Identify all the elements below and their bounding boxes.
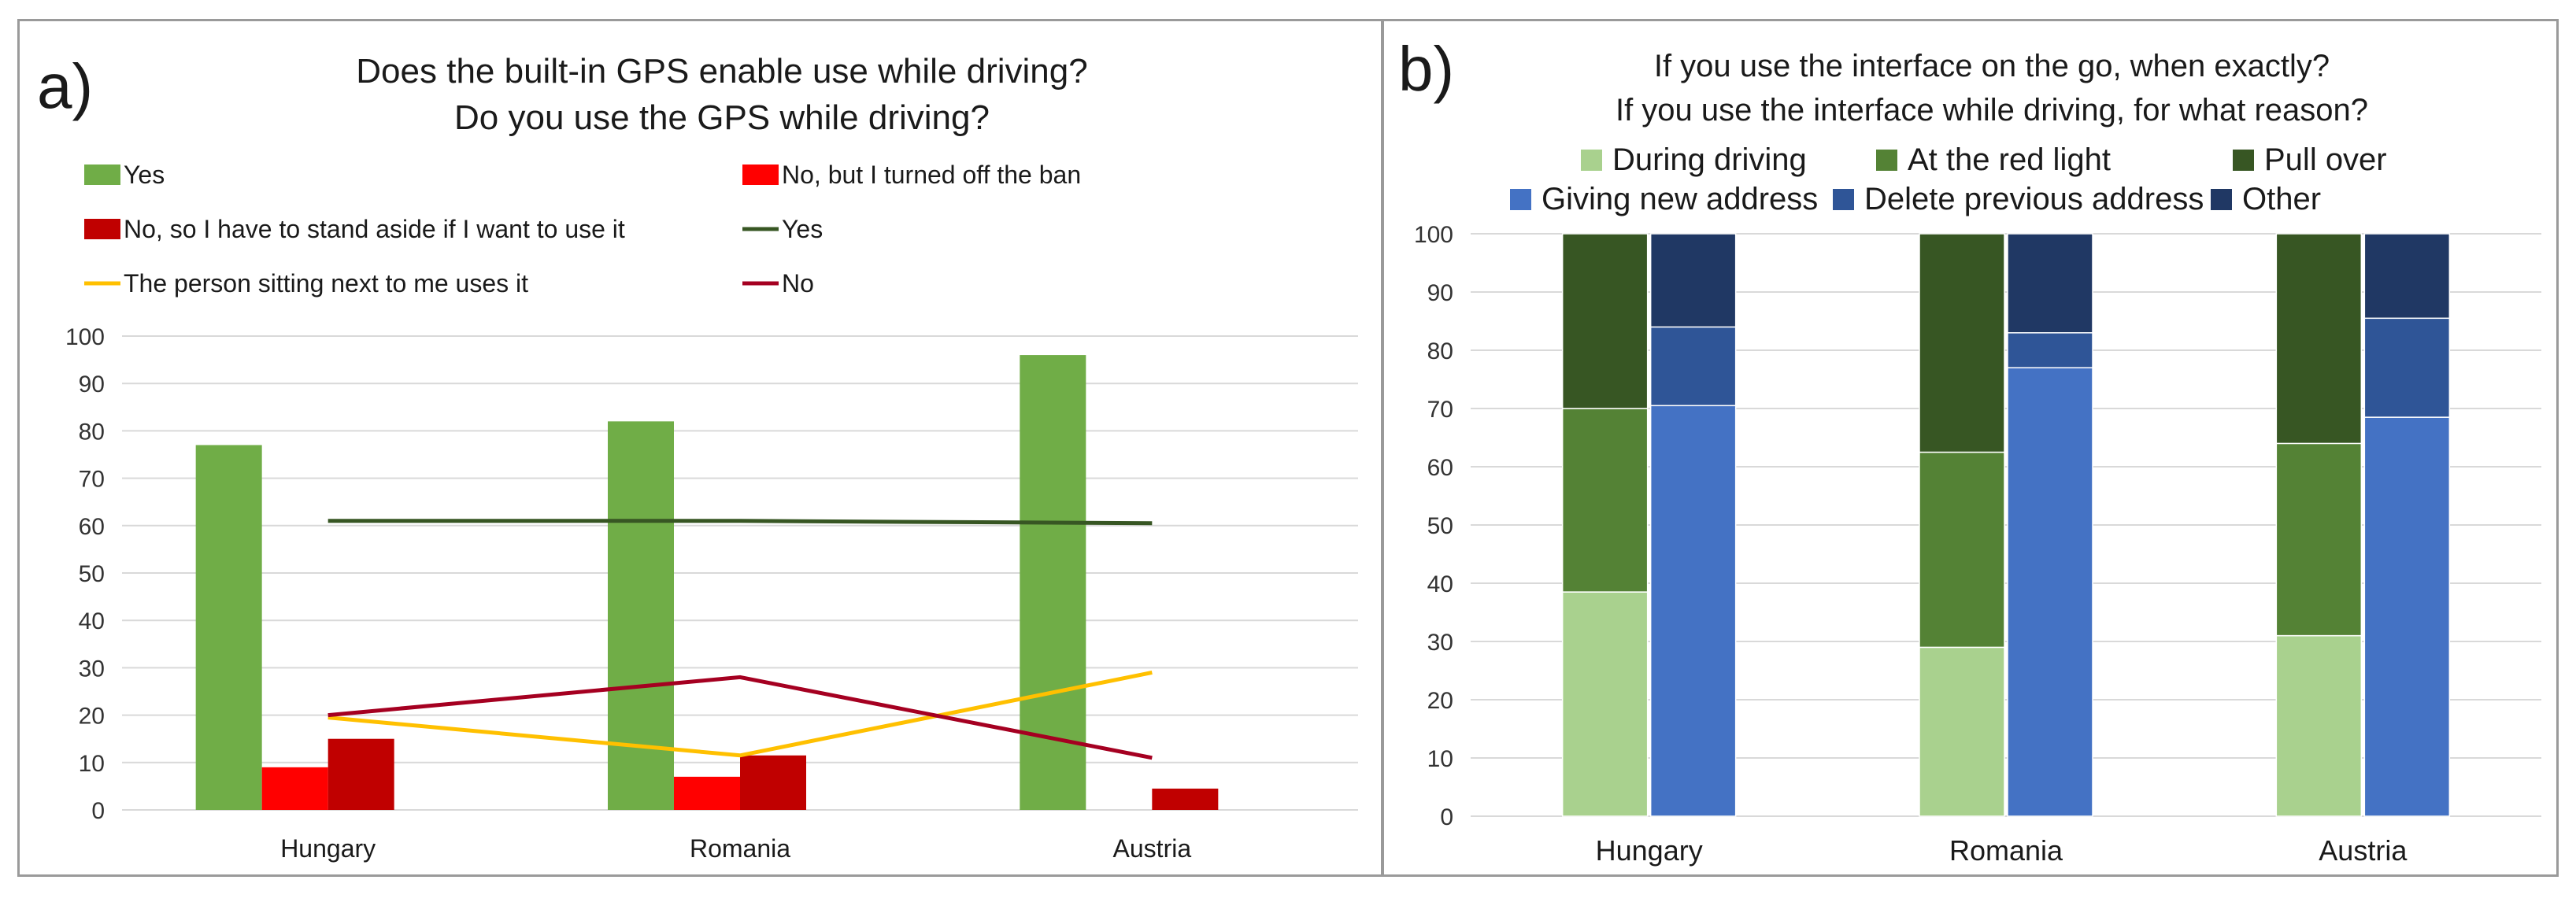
stacked-bar-pull-over-austria xyxy=(2275,233,2363,445)
legend-swatch-pull-over xyxy=(2233,150,2254,171)
chart-b: b) If you use the interface on the go, w… xyxy=(1398,34,2541,867)
chart-a-x-ticks: Hungary Romania Austria xyxy=(280,834,1191,863)
y-tick-label-a: 90 xyxy=(79,372,105,397)
chart-b-x-ticks: Hungary Romania Austria xyxy=(1596,834,2408,867)
legend-label-no-but-i-turned-off-the-ban: No, but I turned off the ban xyxy=(782,161,1081,189)
bar-no-but-i-turned-off-the-ban-romania xyxy=(674,776,740,810)
stacked-bar-delete-previous-address-austria xyxy=(2363,317,2451,418)
stacked-bar-during-driving-hungary xyxy=(1561,591,1649,817)
line-series-yes-0 xyxy=(328,519,1153,526)
y-tick-label-b: 10 xyxy=(1427,746,1453,772)
chart-a-legend: Yes No, but I turned off the ban No, so I … xyxy=(84,161,1081,298)
chart-a-title-line2: Do you use the GPS while driving? xyxy=(454,98,990,137)
x-tick-label-romania: Romania xyxy=(690,834,790,863)
stacked-bar-during-driving-austria xyxy=(2275,634,2363,817)
legend-swatch-delete-previous-address xyxy=(1833,189,1854,210)
stacked-bar-other-romania xyxy=(2007,233,2093,334)
stacked-bar-giving-new-address-romania xyxy=(2007,367,2093,817)
stacked-bar-pull-over-hungary xyxy=(1561,233,1649,409)
y-tick-label-a: 30 xyxy=(79,656,105,682)
y-tick-label-b: 90 xyxy=(1427,280,1453,306)
x-tick-label-austria: Austria xyxy=(2319,834,2408,867)
stacked-bar-giving-new-address-hungary xyxy=(1649,405,1737,817)
x-tick-label-hungary: Hungary xyxy=(1596,834,1703,867)
stacked-bar-delete-previous-address-romania xyxy=(2007,332,2093,368)
chart-b-y-ticks: 0 10 20 30 40 50 60 70 80 90 100 xyxy=(1414,222,1453,830)
stacked-bar-at-the-red-light-romania xyxy=(1919,451,2005,649)
bar-yes-hungary xyxy=(195,445,262,810)
legend-label-at-the-red-light: At the red light xyxy=(1908,142,2111,177)
legend-label-yes: Yes xyxy=(124,161,165,189)
y-tick-label-b: 70 xyxy=(1427,397,1453,423)
x-tick-label-austria: Austria xyxy=(1113,834,1192,863)
legend-swatch-yes xyxy=(84,165,120,185)
bar-no-but-i-turned-off-the-ban-hungary xyxy=(261,767,328,810)
line-series-no-2 xyxy=(328,675,1153,760)
chart-b-bars xyxy=(1561,233,2451,817)
legend-swatch-no-so-i-have-to-stand-aside-if-i-want-to-use-it xyxy=(84,219,120,239)
stacked-bar-during-driving-romania xyxy=(1919,646,2005,817)
stacked-bar-at-the-red-light-austria xyxy=(2275,442,2363,637)
legend-label-no: No xyxy=(782,269,814,298)
y-tick-label-a: 80 xyxy=(79,419,105,445)
y-tick-label-a: 50 xyxy=(79,561,105,587)
legend-swatch-other xyxy=(2211,189,2232,210)
stacked-bar-pull-over-romania xyxy=(1919,233,2005,453)
legend-swatch-no-but-i-turned-off-the-ban xyxy=(742,165,779,185)
stacked-bar-other-austria xyxy=(2363,233,2451,320)
y-tick-label-a: 40 xyxy=(79,608,105,634)
y-tick-label-b: 30 xyxy=(1427,630,1453,656)
chart-a-y-ticks: 0 10 20 30 40 50 60 70 80 90 100 xyxy=(65,324,105,824)
legend-label-during-driving: During driving xyxy=(1612,142,1807,177)
chart-a-lines xyxy=(328,519,1153,760)
panel-label-a: a) xyxy=(37,51,93,121)
legend-label-no-so-i-have-to-stand-aside-if-i-want-to-use-it: No, so I have to stand aside if I want t… xyxy=(124,215,625,243)
y-tick-label-b: 0 xyxy=(1440,804,1453,830)
bar-no-so-i-have-to-stand-aside-if-i-want-to-use-it-austria xyxy=(1152,788,1219,810)
chart-a: a) Does the built-in GPS enable use whil… xyxy=(37,51,1358,863)
legend-swatch-during-driving xyxy=(1581,150,1602,171)
y-tick-label-b: 100 xyxy=(1414,222,1453,248)
y-tick-label-b: 40 xyxy=(1427,571,1453,597)
y-tick-label-a: 10 xyxy=(79,751,105,777)
y-tick-label-a: 100 xyxy=(65,324,105,350)
stacked-bar-delete-previous-address-hungary xyxy=(1649,326,1737,407)
legend-label-other: Other xyxy=(2242,182,2321,216)
legend-label-the-person-sitting-next-to-me-uses-it: The person sitting next to me uses it xyxy=(124,269,528,298)
chart-panel-a: a) Does the built-in GPS enable use whil… xyxy=(17,19,1383,877)
chart-a-gridlines xyxy=(122,335,1358,811)
y-tick-label-a: 0 xyxy=(91,798,105,824)
chart-a-bars xyxy=(195,355,1219,811)
legend-label-pull-over: Pull over xyxy=(2264,142,2387,177)
stacked-bar-giving-new-address-austria xyxy=(2363,416,2451,817)
chart-b-gridlines xyxy=(1471,233,2541,817)
y-tick-label-b: 60 xyxy=(1427,455,1453,481)
stacked-bar-other-hungary xyxy=(1649,233,1737,328)
x-tick-label-romania: Romania xyxy=(1949,834,2063,867)
x-tick-label-hungary: Hungary xyxy=(280,834,376,863)
bar-no-so-i-have-to-stand-aside-if-i-want-to-use-it-romania xyxy=(740,755,806,810)
bar-no-so-i-have-to-stand-aside-if-i-want-to-use-it-hungary xyxy=(328,738,394,810)
chart-a-title-line1: Does the built-in GPS enable use while d… xyxy=(356,52,1087,91)
chart-panel-b: b) If you use the interface on the go, w… xyxy=(1382,19,2559,877)
chart-b-legend: During driving At the red light Pull over G… xyxy=(1510,142,2387,216)
line-series-the-person-sitting-next-to-me-uses-it-1 xyxy=(328,670,1153,758)
chart-b-title-line1: If you use the interface on the go, when… xyxy=(1654,49,2330,83)
y-tick-label-a: 70 xyxy=(79,467,105,493)
stacked-bar-at-the-red-light-hungary xyxy=(1561,408,1649,593)
legend-swatch-at-the-red-light xyxy=(1876,150,1897,171)
legend-label-giving-new-address: Giving new address xyxy=(1542,182,1818,216)
y-tick-label-a: 60 xyxy=(79,514,105,540)
chart-b-title-line2: If you use the interface while driving, … xyxy=(1616,93,2368,128)
legend-label-delete-previous-address: Delete previous address xyxy=(1864,182,2204,216)
y-tick-label-b: 80 xyxy=(1427,338,1453,364)
y-tick-label-a: 20 xyxy=(79,704,105,730)
legend-label-yes: Yes xyxy=(782,215,823,243)
legend-swatch-giving-new-address xyxy=(1510,189,1531,210)
bar-yes-romania xyxy=(608,421,674,810)
y-tick-label-b: 50 xyxy=(1427,513,1453,539)
y-tick-label-b: 20 xyxy=(1427,688,1453,714)
panel-label-b: b) xyxy=(1398,34,1454,104)
